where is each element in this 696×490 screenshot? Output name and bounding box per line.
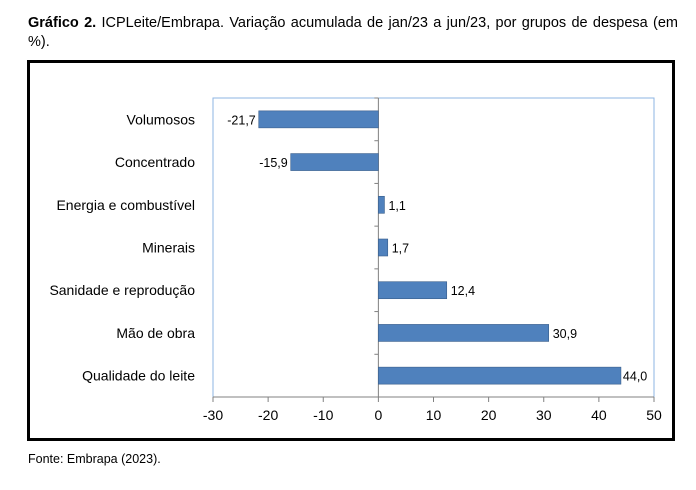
value-label: 12,4 bbox=[451, 284, 475, 298]
x-tick-label: -30 bbox=[203, 407, 223, 423]
value-label: 44,0 bbox=[623, 370, 647, 384]
value-label: 1,1 bbox=[388, 199, 405, 213]
category-label: Sanidade e reprodução bbox=[49, 282, 195, 298]
category-label: Concentrado bbox=[115, 154, 195, 170]
bar bbox=[378, 238, 389, 257]
bar bbox=[378, 324, 550, 342]
x-tick-label: 30 bbox=[536, 407, 552, 423]
x-tick-label: -20 bbox=[258, 407, 278, 423]
category-label: Qualidade do leite bbox=[82, 368, 195, 384]
category-label: Mão de obra bbox=[116, 325, 195, 341]
value-label: 30,9 bbox=[553, 327, 577, 341]
category-label: Minerais bbox=[142, 240, 195, 256]
caption-number: Gráfico 2. bbox=[28, 15, 97, 31]
x-tick-label: 20 bbox=[481, 407, 497, 423]
source-note: Fonte: Embrapa (2023). bbox=[28, 452, 161, 466]
value-label: 1,7 bbox=[392, 242, 409, 256]
bar bbox=[258, 110, 379, 129]
bar bbox=[378, 366, 622, 385]
caption-text: ICPLeite/Embrapa. Variação acumulada de … bbox=[28, 15, 679, 50]
chart-caption: Gráfico 2. ICPLeite/Embrapa. Variação ac… bbox=[28, 14, 678, 52]
value-label: -21,7 bbox=[227, 113, 256, 127]
category-label: Volumosos bbox=[127, 111, 195, 127]
category-label: Energia e combustível bbox=[56, 197, 195, 213]
bar bbox=[378, 281, 448, 300]
x-tick-label: 0 bbox=[374, 407, 382, 423]
x-tick-label: 40 bbox=[591, 407, 607, 423]
x-tick-label: 10 bbox=[426, 407, 442, 423]
plot-area bbox=[212, 97, 655, 398]
bar bbox=[378, 195, 385, 214]
value-label: -15,9 bbox=[259, 156, 288, 170]
x-tick-label: 50 bbox=[646, 407, 662, 423]
bar bbox=[290, 153, 379, 171]
x-tick-label: -10 bbox=[313, 407, 333, 423]
